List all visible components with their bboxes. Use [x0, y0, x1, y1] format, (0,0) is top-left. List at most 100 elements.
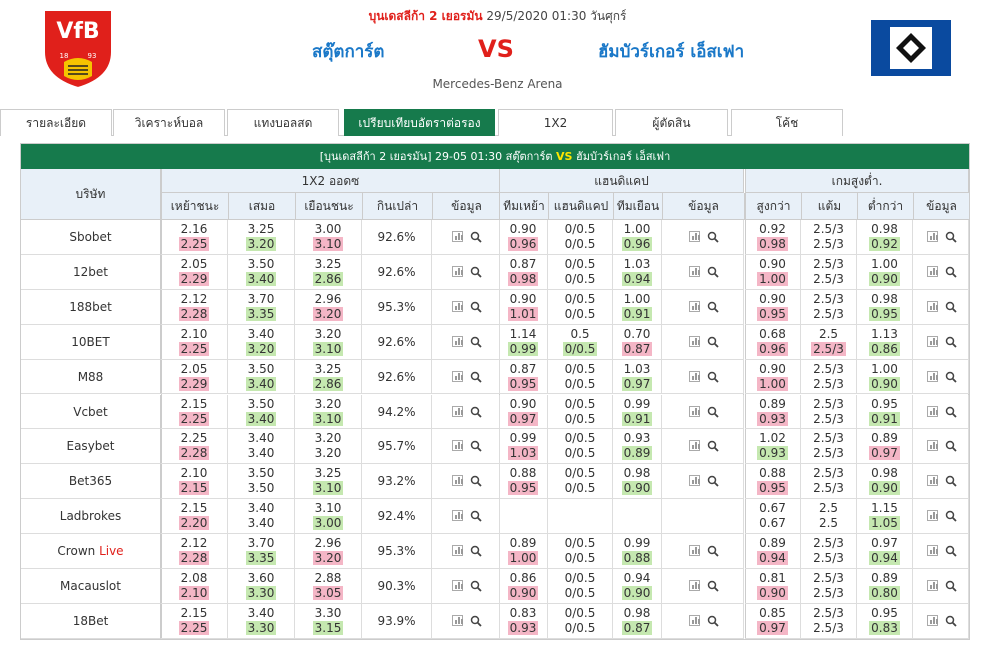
search-icon[interactable] — [470, 475, 482, 487]
bookmaker-name[interactable]: Crown Live — [21, 534, 161, 569]
chart-icon[interactable] — [689, 265, 700, 277]
bookmaker-name[interactable]: Macauslot — [21, 569, 161, 604]
search-icon[interactable] — [707, 266, 719, 278]
search-icon[interactable] — [707, 336, 719, 348]
chart-icon[interactable] — [689, 405, 700, 417]
search-icon[interactable] — [707, 371, 719, 383]
chart-icon[interactable] — [452, 614, 463, 626]
chart-icon[interactable] — [927, 405, 938, 417]
tab-details[interactable]: รายละเอียด — [0, 109, 112, 136]
chart-icon[interactable] — [452, 440, 463, 452]
bookmaker-name[interactable]: Vcbet — [21, 394, 161, 430]
chart-icon[interactable] — [927, 335, 938, 347]
search-icon[interactable] — [945, 371, 957, 383]
chart-icon[interactable] — [452, 580, 463, 591]
chart-icon[interactable] — [689, 545, 700, 557]
chart-icon[interactable] — [927, 545, 938, 557]
bookmaker-name[interactable]: Easybet — [21, 429, 161, 465]
chart-icon[interactable] — [452, 545, 463, 557]
search-icon[interactable] — [707, 231, 719, 243]
chart-icon[interactable] — [452, 510, 463, 522]
chart-icon[interactable] — [927, 300, 938, 312]
bookmaker-name[interactable]: 18Bet — [21, 603, 161, 639]
search-icon[interactable] — [707, 580, 719, 592]
search-icon[interactable] — [945, 231, 957, 243]
search-icon[interactable] — [470, 580, 482, 592]
search-icon[interactable] — [945, 440, 957, 453]
home-team-name[interactable]: สตุ๊ตการ์ต — [312, 42, 385, 62]
chart-icon[interactable] — [927, 510, 938, 522]
chart-icon[interactable] — [927, 580, 938, 591]
chart-icon[interactable] — [927, 475, 938, 487]
bookmaker-name[interactable]: Ladbrokes — [21, 499, 161, 535]
tab-coach[interactable]: โค้ช — [731, 109, 843, 136]
tab-1x2[interactable]: 1X2 — [498, 109, 613, 136]
chart-icon[interactable] — [689, 440, 700, 452]
chart-icon[interactable] — [689, 300, 700, 312]
search-icon[interactable] — [470, 231, 482, 243]
search-icon[interactable] — [945, 475, 957, 487]
current-odds: 2.86 — [312, 271, 344, 286]
current-odds: 3.20 — [245, 341, 277, 356]
search-icon[interactable] — [470, 266, 482, 278]
bookmaker-name[interactable]: 10BET — [21, 324, 161, 360]
search-icon[interactable] — [707, 440, 719, 453]
away-team-name[interactable]: ฮัมบัวร์เกอร์ เอ็สเฟา — [598, 42, 745, 62]
current-odds-row: 0.97 — [857, 446, 912, 461]
tab-odds-comparison[interactable]: เปรียบเทียบอัตราต่อรอง — [344, 109, 495, 136]
bookmaker-name[interactable]: 12bet — [21, 254, 161, 290]
chart-icon[interactable] — [452, 231, 463, 242]
search-icon[interactable] — [945, 615, 957, 627]
tab-referee[interactable]: ผู้ตัดสิน — [615, 109, 728, 136]
search-icon[interactable] — [945, 510, 957, 522]
search-icon[interactable] — [707, 301, 719, 313]
chart-icon[interactable] — [927, 265, 938, 277]
search-icon[interactable] — [470, 371, 482, 383]
search-icon[interactable] — [470, 440, 482, 453]
search-icon[interactable] — [470, 510, 482, 522]
opening-odds: 3.40 — [247, 605, 275, 620]
chart-icon[interactable] — [689, 614, 700, 626]
chart-icon[interactable] — [689, 231, 700, 242]
search-icon[interactable] — [707, 615, 719, 627]
tab-analysis[interactable]: วิเคราะห์บอล — [113, 109, 225, 136]
bookmaker-name[interactable]: M88 — [21, 359, 161, 395]
search-icon[interactable] — [945, 336, 957, 348]
search-icon[interactable] — [945, 406, 957, 418]
search-icon[interactable] — [707, 545, 719, 557]
chart-icon[interactable] — [689, 370, 700, 382]
search-icon[interactable] — [470, 336, 482, 348]
odds-cell: 1.00 0.90 — [857, 254, 913, 290]
search-icon[interactable] — [470, 545, 482, 557]
search-icon[interactable] — [707, 475, 719, 487]
tab-live-betting[interactable]: แทงบอลสด — [227, 109, 339, 136]
bookmaker-label: Sbobet — [69, 230, 112, 244]
search-icon[interactable] — [945, 266, 957, 278]
search-icon[interactable] — [470, 301, 482, 313]
chart-icon[interactable] — [927, 370, 938, 382]
bookmaker-name[interactable]: 188bet — [21, 289, 161, 325]
search-icon[interactable] — [470, 406, 482, 418]
chart-icon[interactable] — [452, 370, 463, 382]
chart-icon[interactable] — [689, 475, 700, 487]
chart-icon[interactable] — [452, 265, 463, 277]
bookmaker-name[interactable]: Bet365 — [21, 464, 161, 500]
search-icon[interactable] — [707, 406, 719, 418]
current-odds: 0.95 — [507, 481, 539, 496]
chart-icon[interactable] — [927, 231, 938, 242]
chart-icon[interactable] — [452, 300, 463, 312]
chart-icon[interactable] — [452, 335, 463, 347]
chart-icon[interactable] — [452, 475, 463, 487]
odds-cell — [913, 220, 969, 255]
search-icon[interactable] — [470, 615, 482, 627]
bookmaker-name[interactable]: Sbobet — [21, 220, 161, 255]
search-icon[interactable] — [945, 301, 957, 313]
chart-icon[interactable] — [689, 580, 700, 591]
chart-icon[interactable] — [927, 440, 938, 452]
chart-icon[interactable] — [927, 614, 938, 626]
search-icon[interactable] — [945, 545, 957, 557]
chart-icon[interactable] — [452, 405, 463, 417]
chart-icon[interactable] — [689, 335, 700, 347]
current-odds-row: 0/0.5 — [548, 237, 612, 252]
search-icon[interactable] — [945, 580, 957, 592]
